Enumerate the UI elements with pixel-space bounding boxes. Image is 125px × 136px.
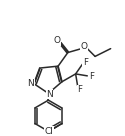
- Text: F: F: [89, 72, 94, 81]
- Text: N: N: [46, 90, 53, 99]
- Text: O: O: [81, 42, 88, 51]
- Text: O: O: [54, 36, 61, 45]
- Text: N: N: [28, 79, 34, 88]
- Text: F: F: [77, 85, 82, 94]
- Text: F: F: [83, 58, 88, 67]
- Text: Cl: Cl: [45, 127, 54, 136]
